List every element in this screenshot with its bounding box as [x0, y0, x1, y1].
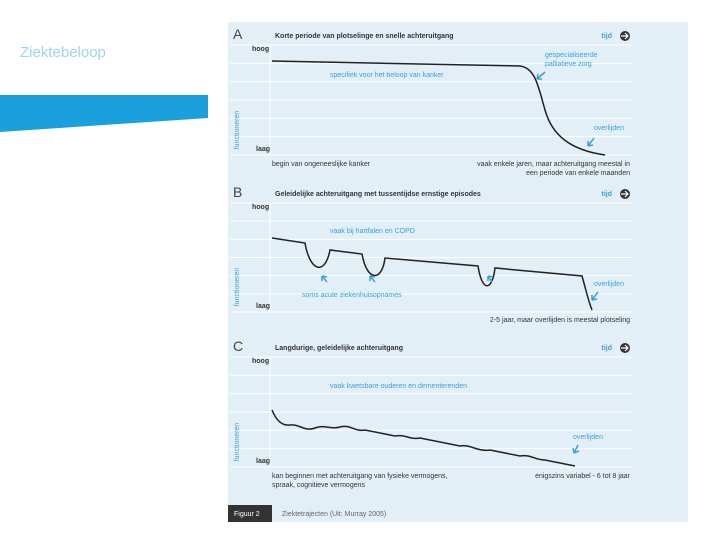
trajectory-c [271, 409, 576, 467]
time-arrow [621, 32, 629, 40]
caption-box [228, 505, 272, 522]
annotation: overlijden [573, 434, 603, 441]
panel-letter: A [233, 26, 243, 42]
high-label: hoog [252, 46, 269, 53]
high-label: hoog [252, 204, 269, 211]
footnote: spraak, cognitieve vermogens [272, 482, 365, 489]
panel-title: Langdurige, geleidelijke achteruitgang [275, 345, 403, 352]
trajectory-b [271, 237, 593, 311]
low-label: laag [256, 146, 270, 153]
footnote: begin van ongeneeslijke kanker [272, 161, 371, 168]
footnote: 2-5 jaar, maar overlijden is meestal plo… [490, 317, 630, 324]
figure-background [228, 22, 688, 522]
annotation: vaak kwetsbare ouderen en dementerenden [330, 383, 467, 390]
annotation: soms acute ziekenhuisopnames [302, 292, 402, 299]
footnote: een periode van enkele maanden [526, 170, 630, 177]
annotation: vaak bij hartfalen en COPD [330, 228, 415, 235]
time-arrow [621, 344, 629, 352]
footnote: enigszins variabel - 6 tot 8 jaar [535, 473, 631, 480]
footnote: vaak enkele jaren, maar achteruitgang me… [477, 161, 630, 168]
panel-letter: B [233, 184, 242, 200]
slide-title: Ziektebeloop [20, 44, 106, 61]
time-label: tijd [602, 33, 613, 40]
time-label: tijd [602, 345, 613, 352]
panel-letter: C [233, 338, 243, 354]
axis-label: functioneren [234, 268, 241, 307]
axis-label: functioneren [234, 423, 241, 462]
low-label: laag [256, 303, 270, 310]
time-label: tijd [602, 191, 613, 198]
panel-title: Korte periode van plotselinge en snelle … [275, 33, 454, 40]
time-arrow [621, 190, 629, 198]
high-label: hoog [252, 358, 269, 365]
pointer-arrows [321, 71, 599, 454]
caption-label: Figuur 2 [234, 511, 260, 518]
low-label: laag [256, 458, 270, 465]
annotation: gespecialiseerde [545, 52, 598, 59]
caption-text: Ziektetrajecten (Uit: Murray 2005) [282, 511, 386, 518]
annotation: overlijden [594, 125, 624, 132]
annotation: overlijden [594, 281, 624, 288]
axis-label: functioneren [234, 111, 241, 150]
footnote: kan beginnen met achteruitgang van fysie… [272, 473, 448, 480]
trajectory-a [271, 60, 606, 156]
panel-title: Geleidelijke achteruitgang met tussentij… [275, 191, 481, 198]
annotation: specifiek voor het beloop van kanker [330, 72, 444, 79]
annotation: palliatieve zorg [545, 61, 592, 68]
panels: A Korte periode van plotselinge en snelle… [230, 26, 632, 489]
accent-stripe [0, 95, 208, 132]
